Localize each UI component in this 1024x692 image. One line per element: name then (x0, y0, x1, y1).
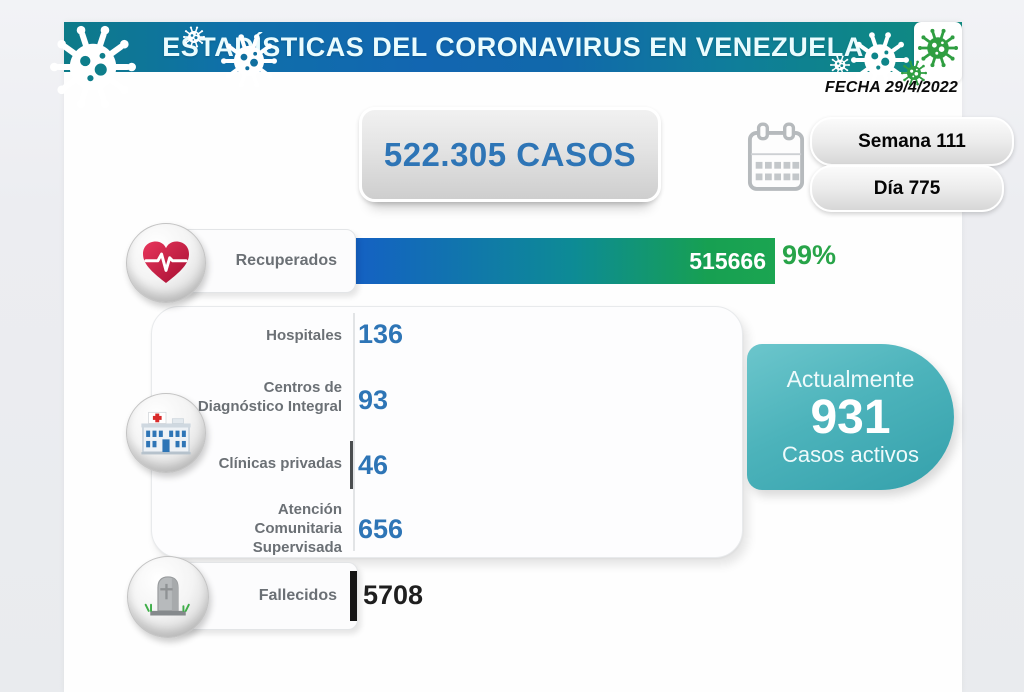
week-badge: Semana 111 (810, 117, 1014, 166)
week-label: Semana 111 (858, 130, 966, 152)
recovered-progress-bar: 515666 (356, 238, 775, 284)
virus-tile (914, 22, 962, 82)
virus-icon (183, 26, 205, 48)
virus-icon (221, 33, 277, 89)
deceased-value: 5708 (363, 580, 424, 610)
active-cases-value: 931 (810, 390, 891, 444)
header-banner: ESTADÍSTICAS DEL CORONAVIRUS EN VENEZUEL… (64, 22, 962, 72)
active-cases-box: Actualmente 931 Casos activos (747, 344, 954, 490)
active-cases-subcaption: Casos activos (782, 442, 919, 468)
facility-label: Clínicas privadas (218, 455, 342, 472)
hospital-icon-circle (126, 393, 206, 473)
virus-icon (50, 24, 136, 110)
recovered-percent: 99% (782, 240, 837, 270)
facility-value: 136 (358, 319, 404, 349)
heart-ecg-icon (143, 241, 189, 284)
active-cases-caption: Actualmente (786, 365, 915, 392)
facility-value: 46 (358, 450, 389, 480)
recovered-value: 515666 (689, 247, 766, 274)
tombstone-icon (144, 576, 190, 616)
total-cases-box: 522.305 CASOS (359, 107, 661, 202)
day-label: Día 775 (873, 177, 941, 199)
deceased-icon-circle (127, 556, 209, 638)
facility-label: Centros de Diagnóstico Integral (197, 379, 342, 415)
facility-value: 93 (358, 385, 389, 415)
panel-divider (353, 313, 355, 551)
virus-icon (830, 55, 850, 75)
recovered-icon-circle (126, 223, 206, 303)
day-badge: Día 775 (810, 165, 1004, 212)
deceased-tick-bar (350, 571, 357, 621)
facility-label: Hospitales (266, 327, 342, 344)
facility-value: 656 (358, 514, 404, 544)
recovered-label: Recuperados (235, 252, 337, 269)
hospital-icon (141, 411, 191, 455)
calendar-icon (747, 122, 805, 191)
deceased-label: Fallecidos (258, 587, 337, 604)
total-cases-value: 522.305 CASOS (383, 135, 637, 173)
divider-tick (350, 441, 353, 489)
facility-label: Atención Comunitaria Supervisada (252, 501, 342, 556)
facilities-panel: Hospitales 136 Centros de Diagnóstico In… (151, 306, 743, 558)
date-label: FECHA 29/4/2022 (824, 79, 958, 96)
page-title: ESTADÍSTICAS DEL CORONAVIRUS EN VENEZUEL… (162, 31, 864, 62)
